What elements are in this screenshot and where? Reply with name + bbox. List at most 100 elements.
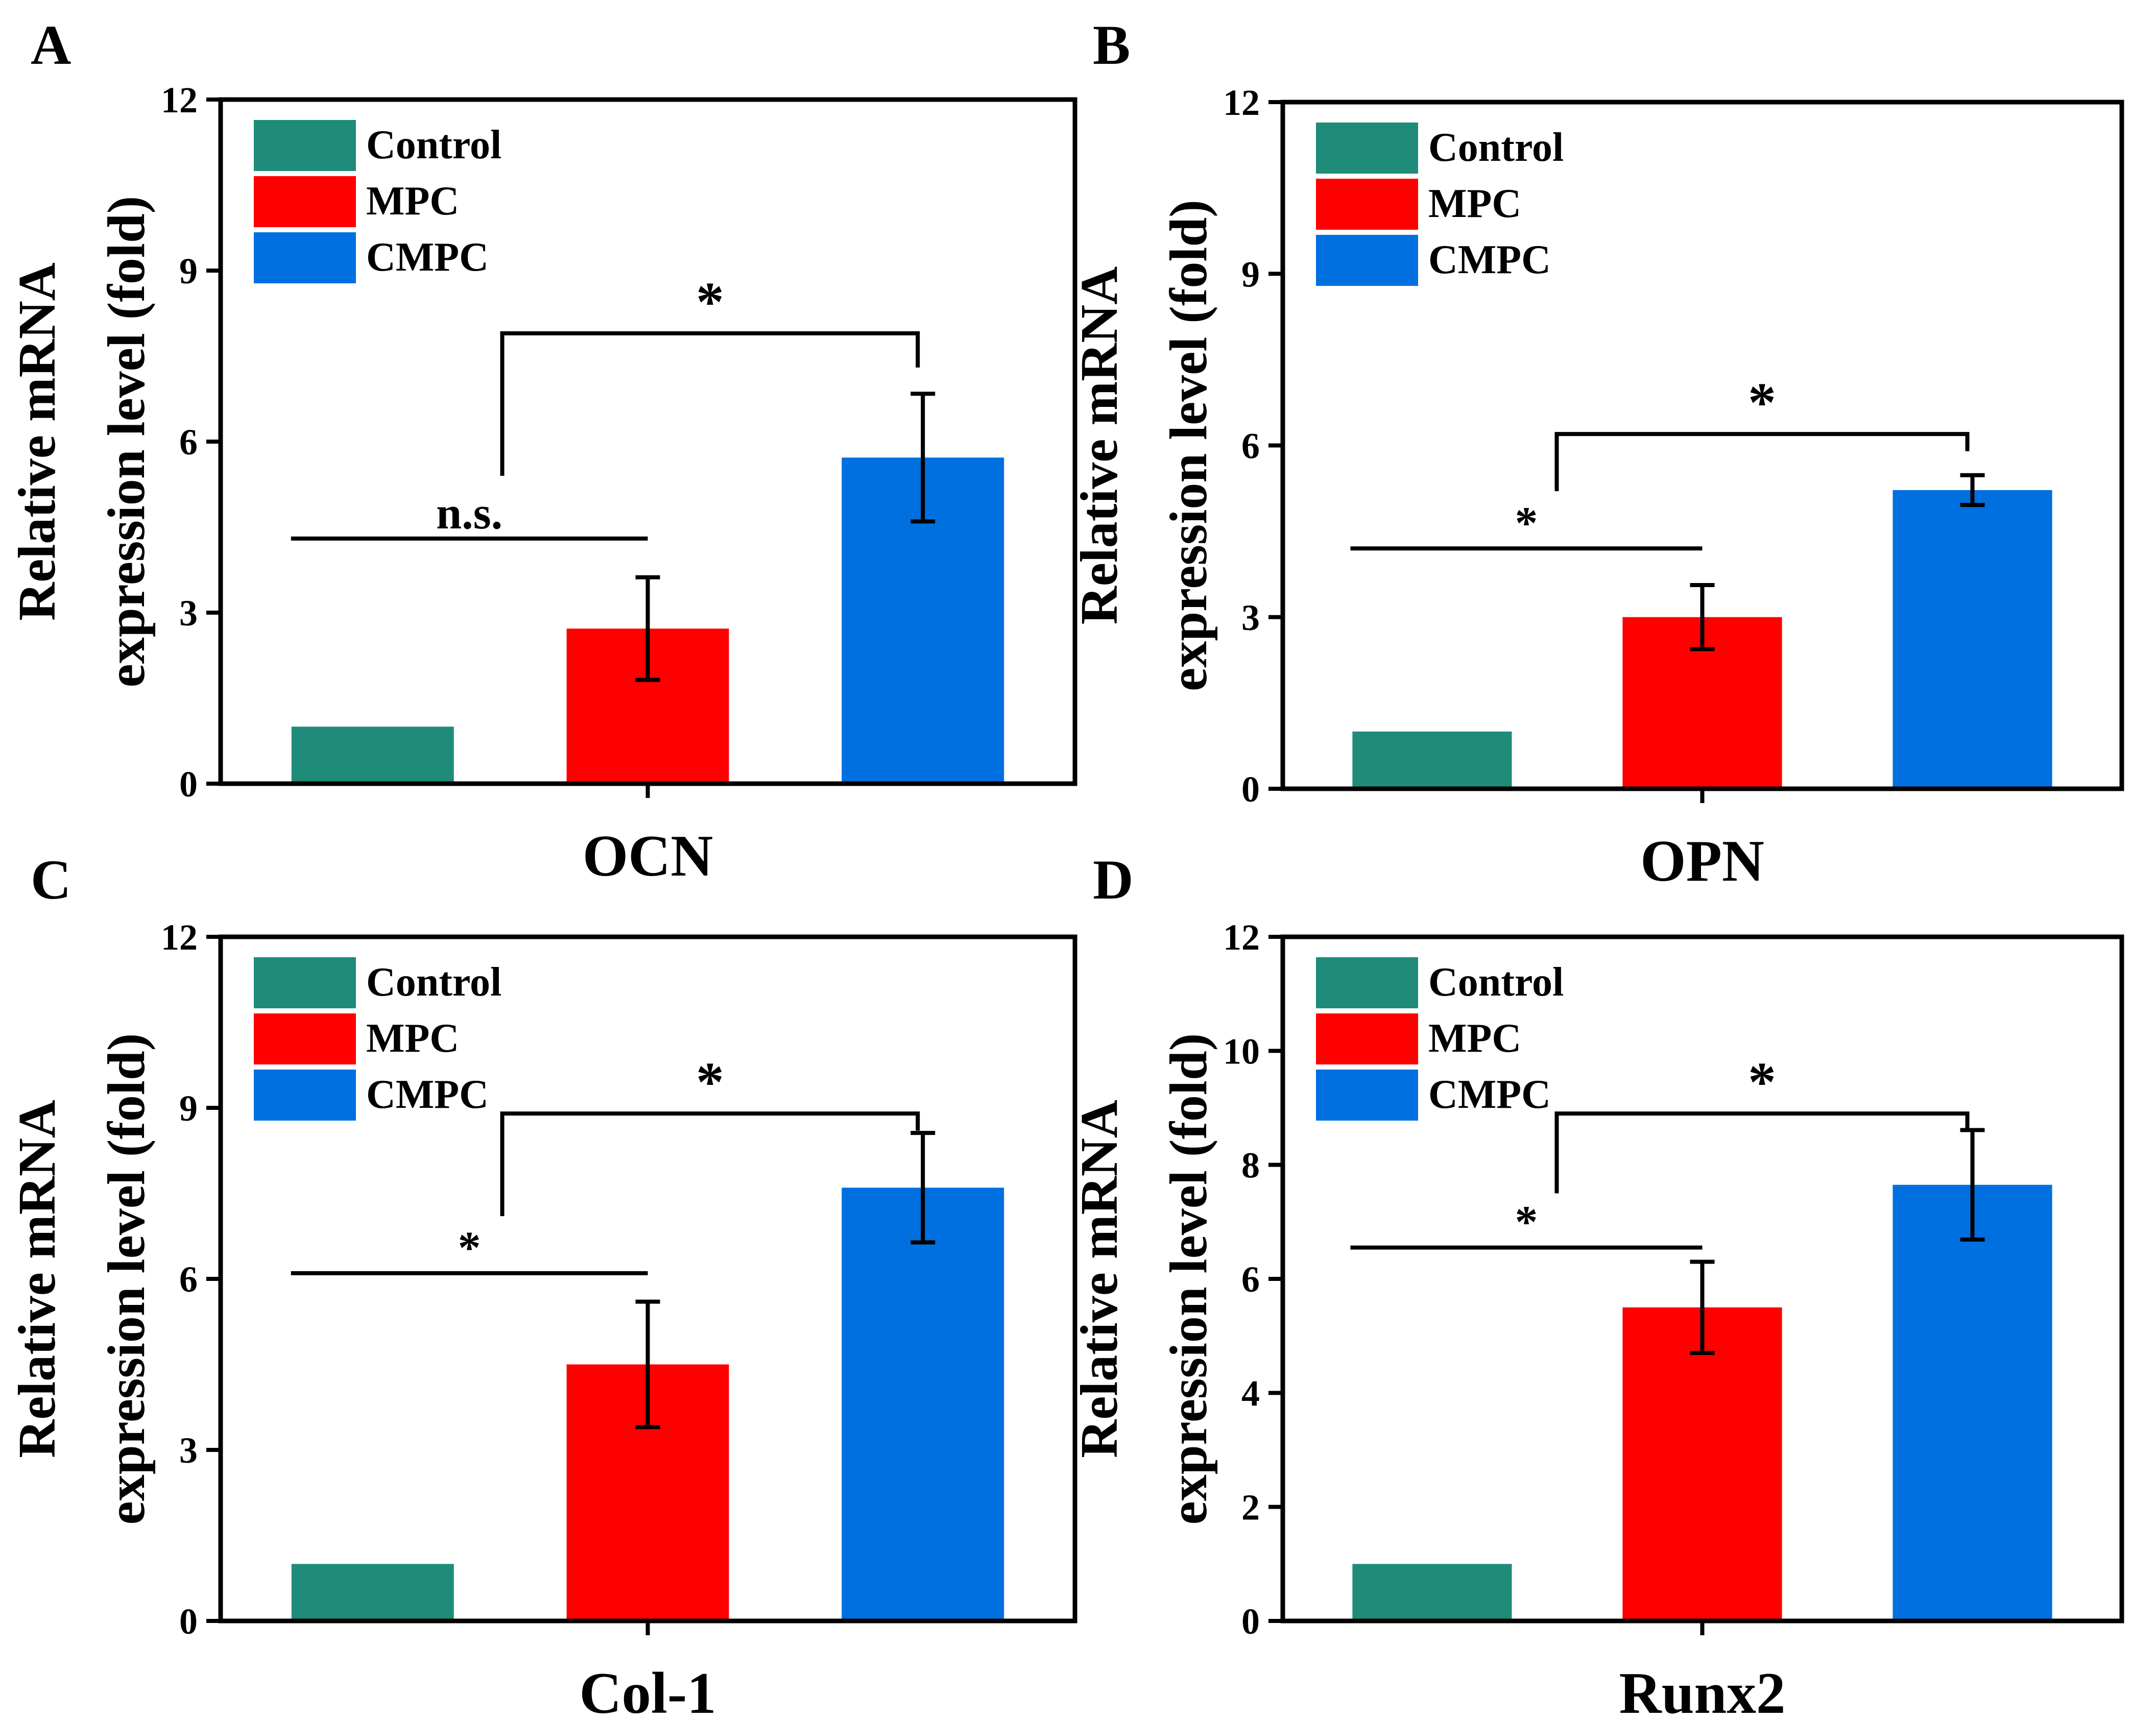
panel-label: B [1093, 14, 1130, 76]
legend-label-control: Control [1428, 125, 1564, 170]
significance-bracket [1554, 1111, 1970, 1194]
y-tick-label: 9 [1241, 254, 1260, 295]
panel-c: C 0 3 6 9 12 Col-1 Relative mRNA expression leve… [8, 849, 1077, 1721]
y-tick-label: 6 [1241, 426, 1260, 467]
y-tick-label: 12 [161, 917, 198, 958]
error-bar-mpc [1690, 1259, 1715, 1355]
y-tick-label: 6 [179, 422, 198, 463]
error-bar-mpc [1690, 583, 1715, 651]
significance-bracket [1554, 432, 1970, 492]
legend: Control MPC CMPC [254, 120, 501, 283]
panel-label: C [31, 849, 71, 911]
error-bar-cmpc [911, 1131, 936, 1245]
significance-label: n.s. [436, 488, 502, 539]
legend-swatch-mpc [1316, 179, 1418, 230]
significance-label: * [1748, 371, 1776, 433]
legend-swatch-mpc [1316, 1013, 1418, 1064]
significance-label: * [458, 1223, 481, 1273]
significance-bracket: * [500, 1051, 920, 1217]
significance-label: * [1748, 1051, 1776, 1113]
y-axis-label-line2: expression level (fold) [1159, 1033, 1218, 1525]
panel-b: B 0 3 6 9 12 OPN Relative mRNA expression level … [1070, 14, 2124, 893]
y-axis-label-line2: expression level (fold) [1159, 200, 1218, 691]
legend-label-mpc: MPC [1428, 1016, 1521, 1061]
legend-label-mpc: MPC [366, 1016, 459, 1061]
x-axis-label: Runx2 [1619, 1661, 1786, 1721]
y-tick-label: 3 [179, 593, 198, 634]
y-axis-label-line2: expression level (fold) [97, 1033, 156, 1525]
y-tick-label: 3 [179, 1430, 198, 1471]
legend-label-mpc: MPC [366, 179, 459, 224]
significance-bracket: * [1554, 371, 1970, 492]
panel-a: A 0 3 6 9 12 OCN Relative mRNA expression level … [8, 14, 1077, 888]
panel-d: D 0 2 4 6 8 10 12 Runx2 Relative mRNA expression l… [1070, 849, 2124, 1721]
significance-label: * [1515, 498, 1538, 548]
y-tick-label: 0 [179, 1601, 198, 1642]
error-bar-mpc [635, 1299, 660, 1429]
legend-swatch-control [254, 957, 356, 1008]
legend-label-cmpc: CMPC [1428, 237, 1551, 282]
bar-cmpc [842, 1187, 1004, 1621]
legend-swatch-cmpc [254, 232, 356, 283]
legend-label-control: Control [1428, 960, 1564, 1005]
y-tick-label: 9 [179, 1088, 198, 1129]
bar-cmpc [1893, 1184, 2052, 1621]
significance-line: * [1350, 498, 1703, 551]
significance-line: n.s. [291, 488, 648, 541]
x-axis-label: Col-1 [579, 1661, 716, 1721]
y-tick-label: 0 [1241, 1601, 1260, 1642]
significance-bracket [500, 331, 920, 476]
y-tick-label: 12 [161, 80, 198, 120]
y-axis-label-line1: Relative mRNA [8, 262, 66, 621]
legend-label-mpc: MPC [1428, 181, 1521, 226]
y-tick-label: 10 [1223, 1031, 1260, 1072]
significance-label: * [696, 271, 724, 333]
y-axis-label-line2: expression level (fold) [97, 196, 156, 688]
x-axis-label: OCN [583, 823, 713, 888]
y-tick-label: 2 [1241, 1487, 1260, 1528]
y-tick-label: 9 [179, 251, 198, 292]
significance-label: * [1515, 1197, 1538, 1248]
bar-control [291, 726, 454, 784]
y-tick-label: 4 [1241, 1373, 1260, 1414]
legend-label-cmpc: CMPC [366, 235, 489, 280]
error-bar-mpc [635, 575, 660, 682]
legend-swatch-control [1316, 957, 1418, 1008]
y-tick-label: 6 [179, 1259, 198, 1300]
legend-swatch-mpc [254, 1013, 356, 1064]
legend-label-cmpc: CMPC [1428, 1072, 1551, 1117]
significance-bracket [500, 1111, 920, 1217]
y-tick-label: 0 [1241, 769, 1260, 810]
bar-cmpc [1893, 490, 2052, 789]
significance-line: * [291, 1223, 648, 1275]
y-tick-label: 0 [179, 764, 198, 805]
y-tick-label: 6 [1241, 1259, 1260, 1300]
error-bar-cmpc [911, 392, 936, 524]
significance-bracket: * [500, 271, 920, 476]
error-bar-cmpc [1960, 1128, 1985, 1242]
y-axis-label-line1: Relative mRNA [1070, 1100, 1129, 1458]
bar-control [1352, 1564, 1512, 1621]
panel-label: A [31, 14, 71, 76]
error-bar-cmpc [1960, 473, 1985, 507]
legend-swatch-cmpc [1316, 1070, 1418, 1121]
legend-swatch-cmpc [254, 1070, 356, 1121]
panel-label: D [1093, 849, 1133, 911]
legend: Control MPC CMPC [254, 957, 501, 1121]
y-axis-label-line1: Relative mRNA [8, 1100, 66, 1458]
legend-swatch-cmpc [1316, 235, 1418, 286]
y-tick-label: 8 [1241, 1145, 1260, 1186]
y-tick-label: 12 [1223, 917, 1260, 958]
bar-control [291, 1564, 454, 1621]
x-axis-label: OPN [1640, 829, 1764, 893]
significance-line: * [1350, 1197, 1703, 1250]
significance-bracket: * [1554, 1051, 1970, 1194]
y-tick-label: 3 [1241, 597, 1260, 638]
legend-swatch-control [254, 120, 356, 171]
legend: Control MPC CMPC [1316, 957, 1564, 1121]
significance-label: * [696, 1051, 724, 1113]
bar-mpc [1622, 1307, 1782, 1621]
legend-label-control: Control [366, 123, 501, 167]
legend-swatch-mpc [254, 176, 356, 227]
